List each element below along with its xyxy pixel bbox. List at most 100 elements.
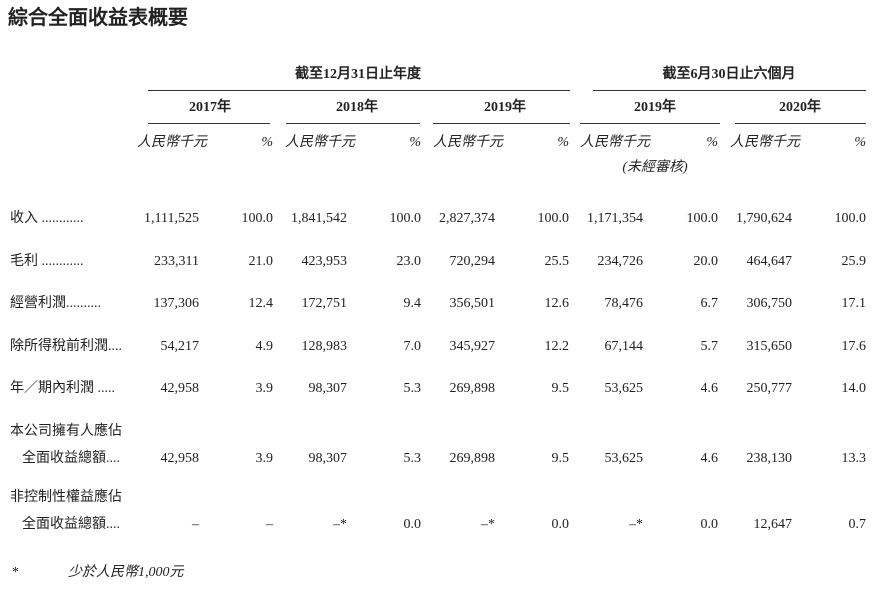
cell-value: 12.4 bbox=[248, 296, 274, 311]
cell-value: 345,927 bbox=[449, 339, 496, 354]
row-label: 收入 ............ bbox=[10, 211, 84, 226]
cell-value: 0.7 bbox=[848, 517, 867, 532]
cell-value: 269,898 bbox=[449, 451, 496, 466]
cell-value: 17.1 bbox=[841, 296, 867, 311]
cell-value: 12.2 bbox=[544, 339, 570, 354]
row-label: 經營利潤.......... bbox=[10, 296, 101, 311]
cell-value: 1,111,525 bbox=[144, 211, 199, 226]
cell-value: 137,306 bbox=[153, 296, 200, 311]
cell-value: – bbox=[192, 517, 199, 532]
cell-value: 233,311 bbox=[154, 254, 199, 269]
cell-value: 12.6 bbox=[544, 296, 570, 311]
unit-label: 人民幣千元 bbox=[580, 135, 650, 150]
cell-value: 172,751 bbox=[301, 296, 348, 311]
cell-value: 100.0 bbox=[834, 211, 867, 226]
cell-value: 9.5 bbox=[551, 381, 570, 396]
cell-value: 20.0 bbox=[693, 254, 719, 269]
cell-value: 67,144 bbox=[604, 339, 644, 354]
cell-value: 720,294 bbox=[449, 254, 496, 269]
cell-value: 78,476 bbox=[604, 296, 644, 311]
percent-label: % bbox=[409, 135, 421, 150]
cell-value: 1,790,624 bbox=[736, 211, 792, 226]
cell-value: 250,777 bbox=[746, 381, 793, 396]
row-label: 非控制性權益應佔 bbox=[10, 490, 122, 505]
cell-value: 0.0 bbox=[551, 517, 570, 532]
year-header: 2017年 bbox=[189, 100, 231, 115]
cell-value: 98,307 bbox=[308, 381, 348, 396]
cell-value: 42,958 bbox=[160, 451, 200, 466]
cell-value: 6.7 bbox=[700, 296, 719, 311]
cell-value: 4.9 bbox=[255, 339, 274, 354]
group-header: 截至12月31日止年度 bbox=[295, 67, 421, 82]
cell-value: 7.0 bbox=[403, 339, 422, 354]
cell-value: 1,841,542 bbox=[291, 211, 347, 226]
row-label: 除所得稅前利潤.... bbox=[10, 339, 122, 354]
cell-value: 12,647 bbox=[753, 517, 793, 532]
cell-value: 25.9 bbox=[841, 254, 867, 269]
cell-value: 9.4 bbox=[403, 296, 422, 311]
cell-value: 21.0 bbox=[248, 254, 274, 269]
cell-value: 269,898 bbox=[449, 381, 496, 396]
cell-value: 0.0 bbox=[700, 517, 719, 532]
cell-value: 3.9 bbox=[255, 381, 274, 396]
percent-label: % bbox=[854, 135, 866, 150]
cell-value: 356,501 bbox=[449, 296, 496, 311]
cell-value: 100.0 bbox=[389, 211, 422, 226]
row-label: 年／期內利潤 ..... bbox=[10, 381, 115, 396]
year-header: 2019年 bbox=[634, 100, 676, 115]
cell-value: 5.7 bbox=[700, 339, 719, 354]
cell-value: 4.6 bbox=[700, 451, 719, 466]
rule bbox=[148, 90, 570, 91]
cell-value: 100.0 bbox=[241, 211, 274, 226]
unaudited-note: (未經審核) bbox=[622, 160, 688, 175]
cell-value: 25.5 bbox=[544, 254, 570, 269]
cell-value: 5.3 bbox=[403, 451, 422, 466]
unit-label: 人民幣千元 bbox=[730, 135, 800, 150]
cell-value: 53,625 bbox=[604, 451, 644, 466]
unit-label: 人民幣千元 bbox=[285, 135, 355, 150]
cell-value: 23.0 bbox=[396, 254, 422, 269]
cell-value: 5.3 bbox=[403, 381, 422, 396]
cell-value: 100.0 bbox=[686, 211, 719, 226]
row-label: 全面收益總額.... bbox=[22, 517, 120, 532]
rule bbox=[148, 123, 270, 124]
cell-value: 9.5 bbox=[551, 451, 570, 466]
cell-value: –* bbox=[629, 517, 643, 532]
cell-value: 306,750 bbox=[746, 296, 793, 311]
unit-label: 人民幣千元 bbox=[137, 135, 207, 150]
cell-value: 4.6 bbox=[700, 381, 719, 396]
year-header: 2020年 bbox=[779, 100, 821, 115]
rule bbox=[580, 123, 720, 124]
cell-value: 0.0 bbox=[403, 517, 422, 532]
cell-value: 13.3 bbox=[841, 451, 867, 466]
cell-value: 42,958 bbox=[160, 381, 200, 396]
percent-label: % bbox=[261, 135, 273, 150]
cell-value: 3.9 bbox=[255, 451, 274, 466]
title: 綜合全面收益表概要 bbox=[8, 7, 188, 29]
cell-value: 423,953 bbox=[301, 254, 348, 269]
percent-label: % bbox=[557, 135, 569, 150]
rule bbox=[286, 123, 420, 124]
cell-value: 1,171,354 bbox=[587, 211, 643, 226]
rule bbox=[433, 123, 570, 124]
rule bbox=[593, 90, 866, 91]
rule bbox=[735, 123, 866, 124]
row-label: 本公司擁有人應佔 bbox=[10, 424, 122, 439]
cell-value: 234,726 bbox=[597, 254, 644, 269]
footnote-text: 少於人民幣1,000元 bbox=[68, 565, 184, 580]
cell-value: 2,827,374 bbox=[439, 211, 495, 226]
cell-value: 54,217 bbox=[160, 339, 200, 354]
cell-value: 100.0 bbox=[537, 211, 570, 226]
unit-label: 人民幣千元 bbox=[433, 135, 503, 150]
footnote-mark: * bbox=[12, 565, 19, 580]
cell-value: –* bbox=[333, 517, 347, 532]
cell-value: 14.0 bbox=[841, 381, 867, 396]
cell-value: 128,983 bbox=[301, 339, 348, 354]
group-header: 截至6月30日止六個月 bbox=[662, 67, 796, 82]
cell-value: 315,650 bbox=[746, 339, 793, 354]
cell-value: –* bbox=[481, 517, 495, 532]
year-header: 2018年 bbox=[336, 100, 378, 115]
row-label: 毛利 ............ bbox=[10, 254, 84, 269]
cell-value: 238,130 bbox=[746, 451, 793, 466]
